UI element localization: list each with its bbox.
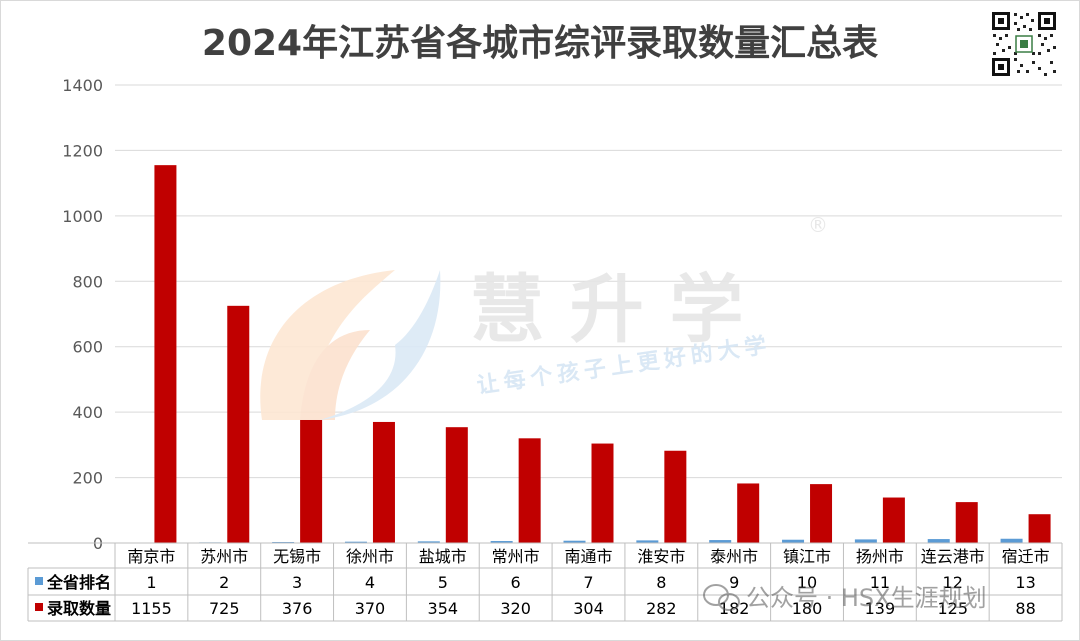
x-category-label: 扬州市 — [856, 547, 904, 566]
data-label-rank: 3 — [292, 573, 302, 592]
bar-rank — [709, 540, 732, 543]
y-tick-label: 1400 — [62, 76, 103, 95]
data-label-admit: 180 — [792, 599, 823, 618]
x-category-label: 宿迁市 — [1002, 547, 1050, 566]
bar-rank — [782, 539, 805, 543]
y-tick-label: 600 — [72, 338, 103, 357]
bar-admit — [227, 305, 250, 543]
bar-admit — [518, 438, 541, 543]
x-category-label: 连云港市 — [921, 547, 985, 566]
data-label-admit: 320 — [500, 599, 531, 618]
data-label-rank: 1 — [146, 573, 156, 592]
x-category-label: 南通市 — [564, 547, 612, 566]
bar-rank — [490, 541, 513, 543]
chart-title: 2024年江苏省各城市综评录取数量汇总表 — [201, 23, 879, 64]
legend-swatch-rank — [35, 577, 43, 585]
data-label-rank: 13 — [1015, 573, 1035, 592]
legend-swatch-admit — [35, 603, 43, 611]
data-label-admit: 282 — [646, 599, 677, 618]
data-label-admit: 370 — [355, 599, 386, 618]
account-text: 公众号 · HSX生涯规划 — [746, 584, 987, 612]
bars — [126, 165, 1051, 543]
bar-admit — [737, 483, 760, 543]
bar-admit — [591, 443, 614, 543]
y-tick-label: 1200 — [62, 141, 103, 160]
bar-rank — [417, 541, 440, 543]
bar-rank — [636, 540, 659, 543]
legend-label-rank: 全省排名 — [46, 573, 111, 592]
data-label-admit: 125 — [937, 599, 968, 618]
data-table: 南京市 苏州市 无锡市 徐州市 盐城市 常州市 南通市 淮安市 泰州市 镇江市 扬州市 连云港市 宿迁市… — [27, 542, 1063, 622]
x-category-label: 常州市 — [492, 547, 540, 566]
brand-logo-icon — [260, 270, 441, 420]
x-category-label: 镇江市 — [783, 547, 831, 566]
watermark: 慧 升 学 ® 让每个孩子上更好的大学 — [260, 213, 828, 420]
data-label-rank: 12 — [943, 573, 963, 592]
data-label-admit: 304 — [573, 599, 604, 618]
data-label-admit: 1155 — [131, 599, 172, 618]
data-label-admit: 139 — [865, 599, 896, 618]
data-label-rank: 5 — [438, 573, 448, 592]
qr-code-icon — [990, 10, 1058, 78]
data-label-admit: 88 — [1015, 599, 1035, 618]
data-label-rank: 9 — [729, 573, 739, 592]
data-label-rank: 2 — [219, 573, 229, 592]
x-category-label: 盐城市 — [419, 547, 467, 566]
data-label-rank: 11 — [870, 573, 890, 592]
data-label-rank: 4 — [365, 573, 375, 592]
watermark-registered: ® — [808, 213, 828, 237]
bar-admit — [1028, 514, 1051, 543]
x-category-label: 泰州市 — [710, 547, 758, 566]
y-tick-label: 800 — [72, 272, 103, 291]
x-category-label: 无锡市 — [273, 547, 321, 566]
x-category-label: 徐州市 — [346, 547, 394, 566]
y-tick-label: 1000 — [62, 207, 103, 226]
bar-admit — [300, 419, 323, 543]
account-watermark: 公众号 · HSX生涯规划 — [703, 584, 987, 612]
bar-rank — [854, 539, 877, 543]
bar-rank — [1000, 538, 1023, 543]
watermark-brand: 慧 升 学 — [470, 267, 744, 353]
data-label-rank: 7 — [583, 573, 593, 592]
bar-admit — [445, 427, 468, 543]
bar-admit — [955, 502, 978, 543]
bar-admit — [372, 421, 395, 543]
data-label-admit: 376 — [282, 599, 313, 618]
y-tick-label: 400 — [72, 403, 103, 422]
bar-rank — [563, 540, 586, 543]
wechat-icon — [703, 584, 740, 611]
x-category-label: 苏州市 — [200, 547, 248, 566]
data-label-admit: 725 — [209, 599, 240, 618]
data-label-rank: 6 — [511, 573, 521, 592]
data-label-rank: 10 — [797, 573, 817, 592]
x-category-label: 南京市 — [127, 547, 175, 566]
legend-label-admit: 录取数量 — [47, 599, 111, 618]
bar-admit — [810, 484, 833, 543]
bar-admit — [154, 165, 177, 543]
bar-rank — [344, 541, 367, 543]
data-label-rank: 8 — [656, 573, 666, 592]
x-category-label: 淮安市 — [637, 547, 685, 566]
bar-rank — [927, 539, 950, 543]
y-tick-label: 200 — [72, 469, 103, 488]
data-label-admit: 354 — [428, 599, 459, 618]
bar-admit — [664, 450, 687, 543]
bar-admit — [882, 497, 905, 543]
